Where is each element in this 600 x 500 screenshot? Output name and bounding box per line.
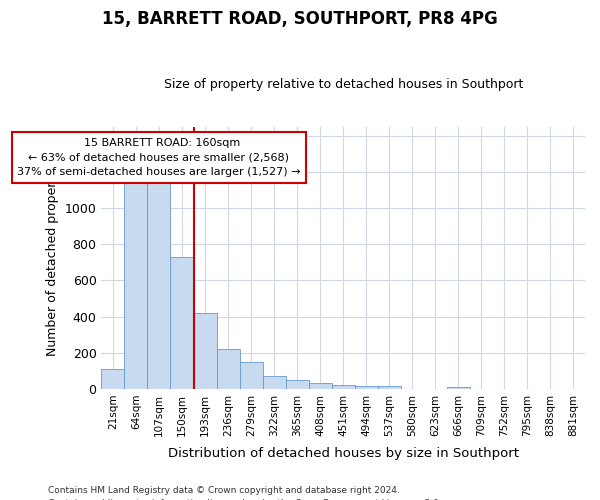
Bar — [217, 349, 239, 389]
Bar — [124, 180, 148, 389]
Bar — [332, 386, 355, 389]
Bar — [286, 380, 308, 389]
Bar — [355, 386, 378, 389]
Bar — [148, 180, 170, 389]
X-axis label: Distribution of detached houses by size in Southport: Distribution of detached houses by size … — [167, 447, 518, 460]
Bar — [447, 386, 470, 389]
Bar — [170, 257, 194, 389]
Text: Contains public sector information licensed under the Open Government Licence v3: Contains public sector information licen… — [48, 498, 442, 500]
Bar — [308, 383, 332, 389]
Text: 15 BARRETT ROAD: 160sqm
← 63% of detached houses are smaller (2,568)
37% of semi: 15 BARRETT ROAD: 160sqm ← 63% of detache… — [17, 138, 301, 177]
Bar — [101, 369, 124, 389]
Text: Contains HM Land Registry data © Crown copyright and database right 2024.: Contains HM Land Registry data © Crown c… — [48, 486, 400, 495]
Bar — [378, 386, 401, 389]
Bar — [239, 362, 263, 389]
Bar — [263, 376, 286, 389]
Title: Size of property relative to detached houses in Southport: Size of property relative to detached ho… — [164, 78, 523, 91]
Bar — [194, 313, 217, 389]
Y-axis label: Number of detached properties: Number of detached properties — [46, 160, 59, 356]
Text: 15, BARRETT ROAD, SOUTHPORT, PR8 4PG: 15, BARRETT ROAD, SOUTHPORT, PR8 4PG — [102, 10, 498, 28]
